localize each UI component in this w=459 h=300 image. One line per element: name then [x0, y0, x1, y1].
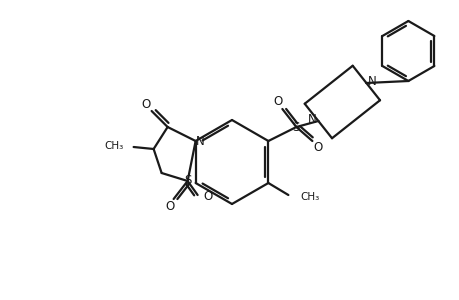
Text: CH₃: CH₃	[104, 141, 123, 151]
Text: N: N	[196, 134, 205, 148]
Text: S: S	[184, 175, 191, 188]
Text: S: S	[292, 121, 299, 134]
Text: O: O	[273, 94, 282, 107]
Text: N: N	[367, 74, 376, 88]
Text: N: N	[308, 112, 316, 125]
Text: O: O	[141, 98, 150, 110]
Text: CH₃: CH₃	[300, 192, 319, 202]
Text: O: O	[165, 200, 174, 214]
Text: O: O	[313, 140, 322, 154]
Text: O: O	[202, 190, 212, 203]
